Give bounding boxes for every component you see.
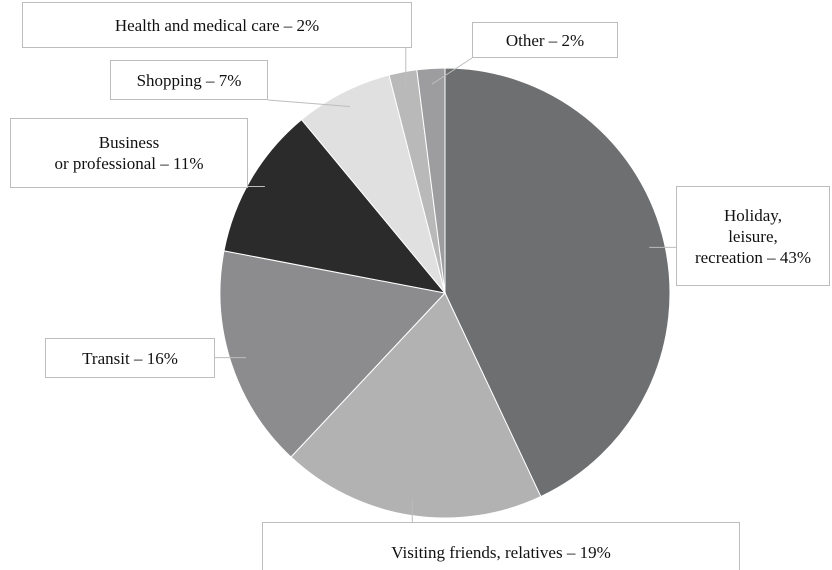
pie-slice	[219, 250, 446, 458]
data-label: Transit – 16%	[45, 338, 215, 378]
data-label: Visiting friends, relatives – 19%	[262, 522, 740, 570]
data-label: Shopping – 7%	[110, 60, 268, 100]
pie-slice	[290, 292, 542, 519]
leader-line	[267, 99, 351, 108]
pie-slice	[444, 67, 671, 498]
data-label: Other – 2%	[472, 22, 618, 58]
data-label: Holiday, leisure, recreation – 43%	[676, 186, 830, 286]
leader-line	[431, 57, 473, 85]
pie-slice	[416, 67, 446, 294]
data-label: Health and medical care – 2%	[22, 2, 412, 48]
pie-slice	[223, 118, 447, 294]
data-label: Business or professional – 11%	[10, 118, 248, 188]
